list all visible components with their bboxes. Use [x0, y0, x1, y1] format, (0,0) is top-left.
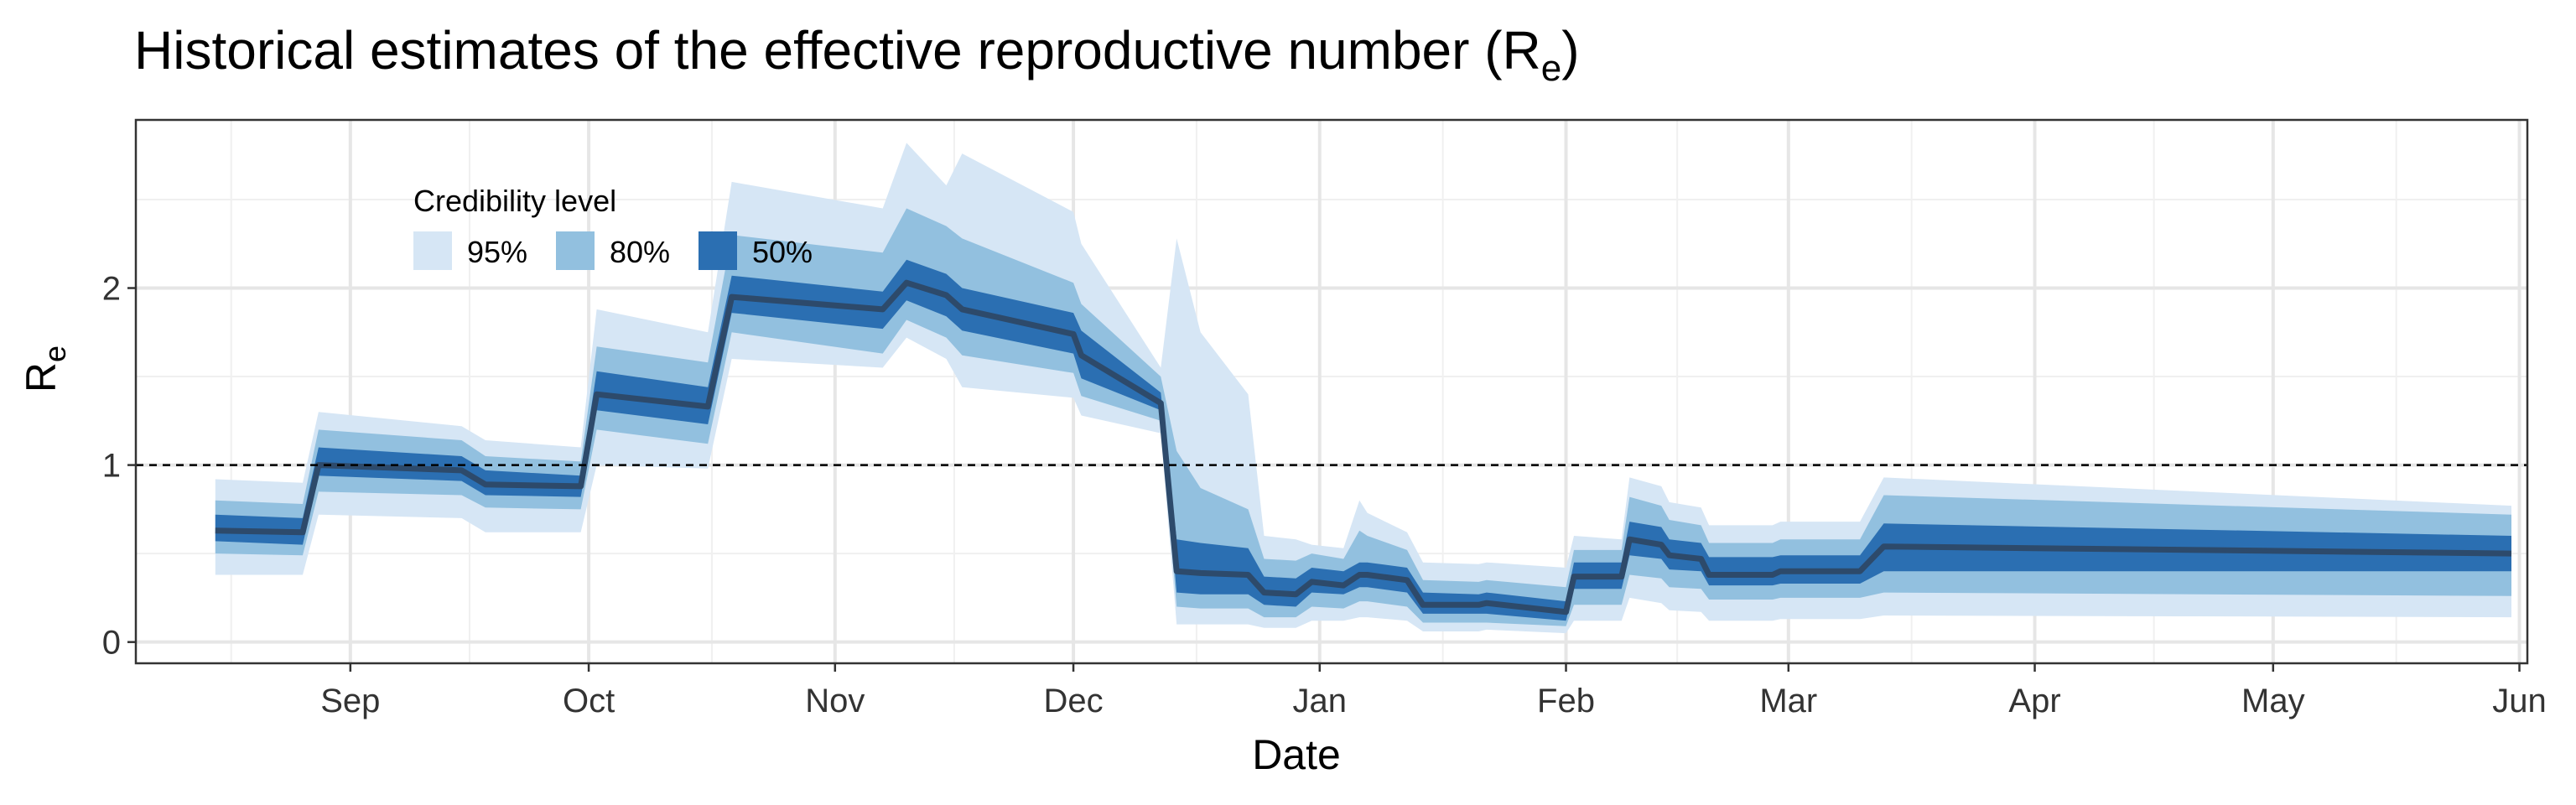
- panel-border: [134, 118, 2529, 665]
- y-axis-title-subscript: e: [38, 345, 72, 362]
- x-tick-label: Nov: [805, 683, 865, 719]
- band-50: [215, 259, 2511, 621]
- y-tick-label: 1: [102, 448, 121, 485]
- x-tick-label: Feb: [1537, 683, 1595, 719]
- x-axis: Sep Oct Nov Dec Jan Feb Mar Apr May Jun: [320, 663, 2547, 719]
- median-line-group: [215, 279, 2512, 615]
- x-tick-label: Apr: [2008, 683, 2060, 719]
- legend-label-95: 95%: [467, 235, 527, 269]
- median-line: [215, 279, 2512, 615]
- x-tick-label: Jan: [1293, 683, 1348, 719]
- legend-label-50: 50%: [752, 235, 813, 269]
- legend-label-80: 80%: [610, 235, 670, 269]
- y-axis-title-main: R: [18, 362, 65, 392]
- chart-title-close: ): [1561, 20, 1579, 80]
- chart-title-subscript: e: [1541, 48, 1561, 89]
- panel-frame: [134, 118, 2529, 665]
- credibility-bands: [215, 143, 2511, 634]
- legend-key-80: [556, 231, 595, 270]
- x-tick-label: Jun: [2492, 683, 2547, 719]
- x-tick-label: May: [2241, 683, 2305, 719]
- x-tick-label: Mar: [1759, 683, 1817, 719]
- legend-key-50: [699, 231, 737, 270]
- y-tick-label: 0: [102, 625, 121, 662]
- chart-title: Historical estimates of the effective re…: [134, 20, 1580, 89]
- legend-title: Credibility level: [413, 184, 616, 218]
- legend: Credibility level 95% 80% 50%: [413, 184, 813, 270]
- y-tick-label: 2: [102, 271, 121, 308]
- legend-key-95: [413, 231, 452, 270]
- chart-title-main: Historical estimates of the effective re…: [134, 20, 1541, 80]
- x-tick-label: Sep: [320, 683, 380, 719]
- x-axis-title: Date: [1252, 731, 1341, 778]
- y-axis-title: Re: [18, 345, 72, 392]
- x-tick-label: Dec: [1043, 683, 1103, 719]
- y-axis: 0 1 2: [102, 271, 136, 662]
- x-tick-label: Oct: [563, 683, 615, 719]
